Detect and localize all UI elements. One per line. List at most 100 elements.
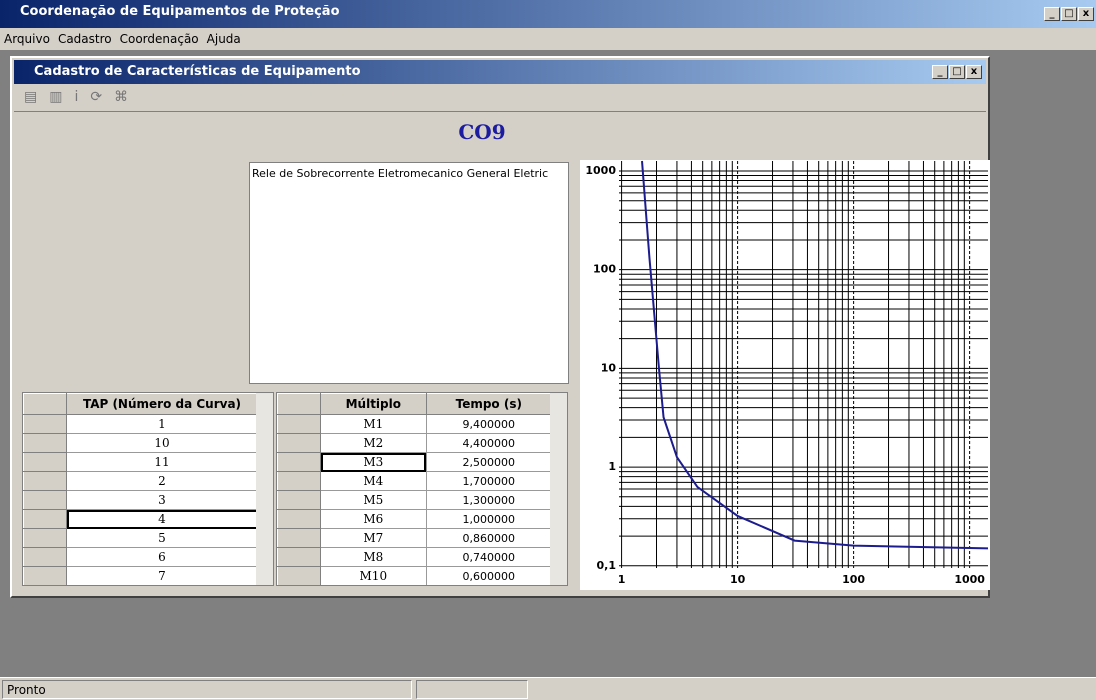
cell: 2,500000 <box>425 452 553 472</box>
status-bar: Pronto <box>0 677 1096 700</box>
menu-item[interactable]: Coordenação <box>119 32 199 46</box>
cell: 0,600000 <box>425 566 553 585</box>
row: M6 1,000000 <box>277 509 553 529</box>
close[interactable]: x <box>966 65 982 79</box>
x-tick-label: 1 <box>618 573 626 586</box>
child-title: Cadastro de Características de Equipamen… <box>34 64 361 79</box>
row-handle <box>277 414 321 434</box>
cell: M6 <box>320 509 427 529</box>
cell: 4,400000 <box>425 433 553 453</box>
row: 1 <box>23 414 258 434</box>
maximize[interactable]: □ <box>1061 7 1077 21</box>
row: M10 0,600000 <box>277 566 553 585</box>
header: Múltiplo <box>320 393 427 415</box>
cell: 4 <box>66 509 258 529</box>
y-tick-label: 10 <box>601 361 617 374</box>
row: 10 <box>23 433 258 453</box>
row-handle <box>23 414 67 434</box>
menu-bar: Arquivo Cadastro Coordenação Ajuda <box>0 28 1096 50</box>
corner <box>277 393 321 415</box>
row-handle <box>277 528 321 548</box>
header: Tempo (s) <box>425 393 553 415</box>
row: 2 <box>23 471 258 491</box>
app-title-bar: Coordenação de Equipamentos de Proteção … <box>0 0 1096 28</box>
cell: 1 <box>66 414 258 434</box>
row-handle <box>23 547 67 567</box>
cell: M3 <box>320 452 427 472</box>
cell: 11 <box>66 452 258 472</box>
row: 4 <box>23 509 258 529</box>
row-handle <box>23 433 67 453</box>
row-handle <box>277 547 321 567</box>
y-tick-label: 1 <box>608 460 616 473</box>
app-title: Coordenação de Equipamentos de Proteção <box>20 4 340 19</box>
curve-table[interactable]: Múltiplo Tempo (s) M1 9,400000 M2 4,400000 M3 2… <box>276 392 568 586</box>
description: Rele de Sobrecorrente Eletromecanico Gen… <box>249 162 569 384</box>
x-tick-label: 100 <box>842 573 865 586</box>
row: M1 9,400000 <box>277 414 553 434</box>
cell: M2 <box>320 433 427 453</box>
child-title-bar: Cadastro de Características de Equipamen… <box>14 60 986 84</box>
toolbar[interactable]: ▤▥ⅰ⟳⌘ <box>14 84 986 112</box>
row: 7 <box>23 566 258 585</box>
cell: M5 <box>320 490 427 510</box>
minimize[interactable]: _ <box>1044 7 1060 21</box>
y-tick-label: 0,1 <box>597 559 617 572</box>
row-handle <box>23 452 67 472</box>
cell: 1,700000 <box>425 471 553 491</box>
row-handle <box>23 566 67 585</box>
row: 11 <box>23 452 258 472</box>
row: 6 <box>23 547 258 567</box>
cell: M10 <box>320 566 427 585</box>
header: TAP (Número da Curva) <box>66 393 258 415</box>
cell: 7 <box>66 566 258 585</box>
cell: 3 <box>66 490 258 510</box>
equipment-name: CO9 <box>458 120 506 144</box>
corner <box>23 393 67 415</box>
child-window: Cadastro de Características de Equipamen… <box>10 56 990 598</box>
y-tick-label: 1000 <box>585 164 616 177</box>
row: M4 1,700000 <box>277 471 553 491</box>
cell: 9,400000 <box>425 414 553 434</box>
row: M3 2,500000 <box>277 452 553 472</box>
cell: 5 <box>66 528 258 548</box>
row-handle <box>277 471 321 491</box>
maximize[interactable]: □ <box>949 65 965 79</box>
row-handle <box>23 490 67 510</box>
row: 5 <box>23 528 258 548</box>
scrollbar[interactable] <box>550 393 567 585</box>
cell: M8 <box>320 547 427 567</box>
row: M8 0,740000 <box>277 547 553 567</box>
y-tick-label: 100 <box>593 263 616 276</box>
row: M7 0,860000 <box>277 528 553 548</box>
row-handle <box>277 433 321 453</box>
row-handle <box>277 509 321 529</box>
cell: 0,860000 <box>425 528 553 548</box>
row-handle <box>23 471 67 491</box>
header-row: Múltiplo Tempo (s) <box>277 393 553 415</box>
menu-item[interactable]: Cadastro <box>57 32 112 46</box>
menu-item[interactable]: Arquivo <box>4 32 50 46</box>
row-handle <box>277 566 321 585</box>
x-tick-label: 10 <box>730 573 746 586</box>
curve <box>641 160 989 550</box>
cell: M4 <box>320 471 427 491</box>
minimize[interactable]: _ <box>932 65 948 79</box>
header-row: TAP (Número da Curva) <box>23 393 258 415</box>
tap-table[interactable]: TAP (Número da Curva) 1 10 11 2 3 4 5 6 7 <box>22 392 274 586</box>
x-tick-label: 1000 <box>954 573 985 586</box>
row-handle <box>277 452 321 472</box>
row: M5 1,300000 <box>277 490 553 510</box>
status-panel <box>416 680 528 699</box>
close[interactable]: x <box>1078 7 1094 21</box>
row-handle <box>277 490 321 510</box>
cell: M7 <box>320 528 427 548</box>
menu-item[interactable]: Ajuda <box>206 32 241 46</box>
scrollbar[interactable] <box>256 393 273 585</box>
row-handle <box>23 528 67 548</box>
status-text: Pronto <box>2 680 412 699</box>
row: 3 <box>23 490 258 510</box>
row: M2 4,400000 <box>277 433 553 453</box>
